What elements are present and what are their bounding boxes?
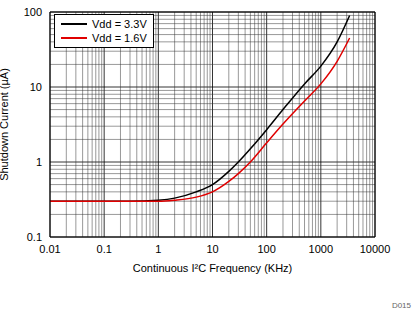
svg-text:10000: 10000 [360,243,391,255]
svg-text:0.01: 0.01 [39,243,60,255]
svg-text:1000: 1000 [309,243,333,255]
svg-text:Shutdown Current (µA): Shutdown Current (µA) [8,68,10,181]
svg-text:10: 10 [206,243,218,255]
svg-text:0.1: 0.1 [97,243,112,255]
svg-text:100: 100 [24,6,42,18]
svg-text:1: 1 [155,243,161,255]
svg-text:Continuous I²C Frequency (KHz): Continuous I²C Frequency (KHz) [133,262,293,274]
html-text:Vdd = 3.3V: Vdd = 3.3V [92,18,147,30]
svg-text:0.1: 0.1 [27,231,42,243]
html-text:D015: D015 [391,301,411,310]
svg-text:1: 1 [36,156,42,168]
svg-text:10: 10 [30,81,42,93]
svg-text:100: 100 [257,243,275,255]
html-text:Vdd = 1.6V: Vdd = 1.6V [92,32,147,44]
